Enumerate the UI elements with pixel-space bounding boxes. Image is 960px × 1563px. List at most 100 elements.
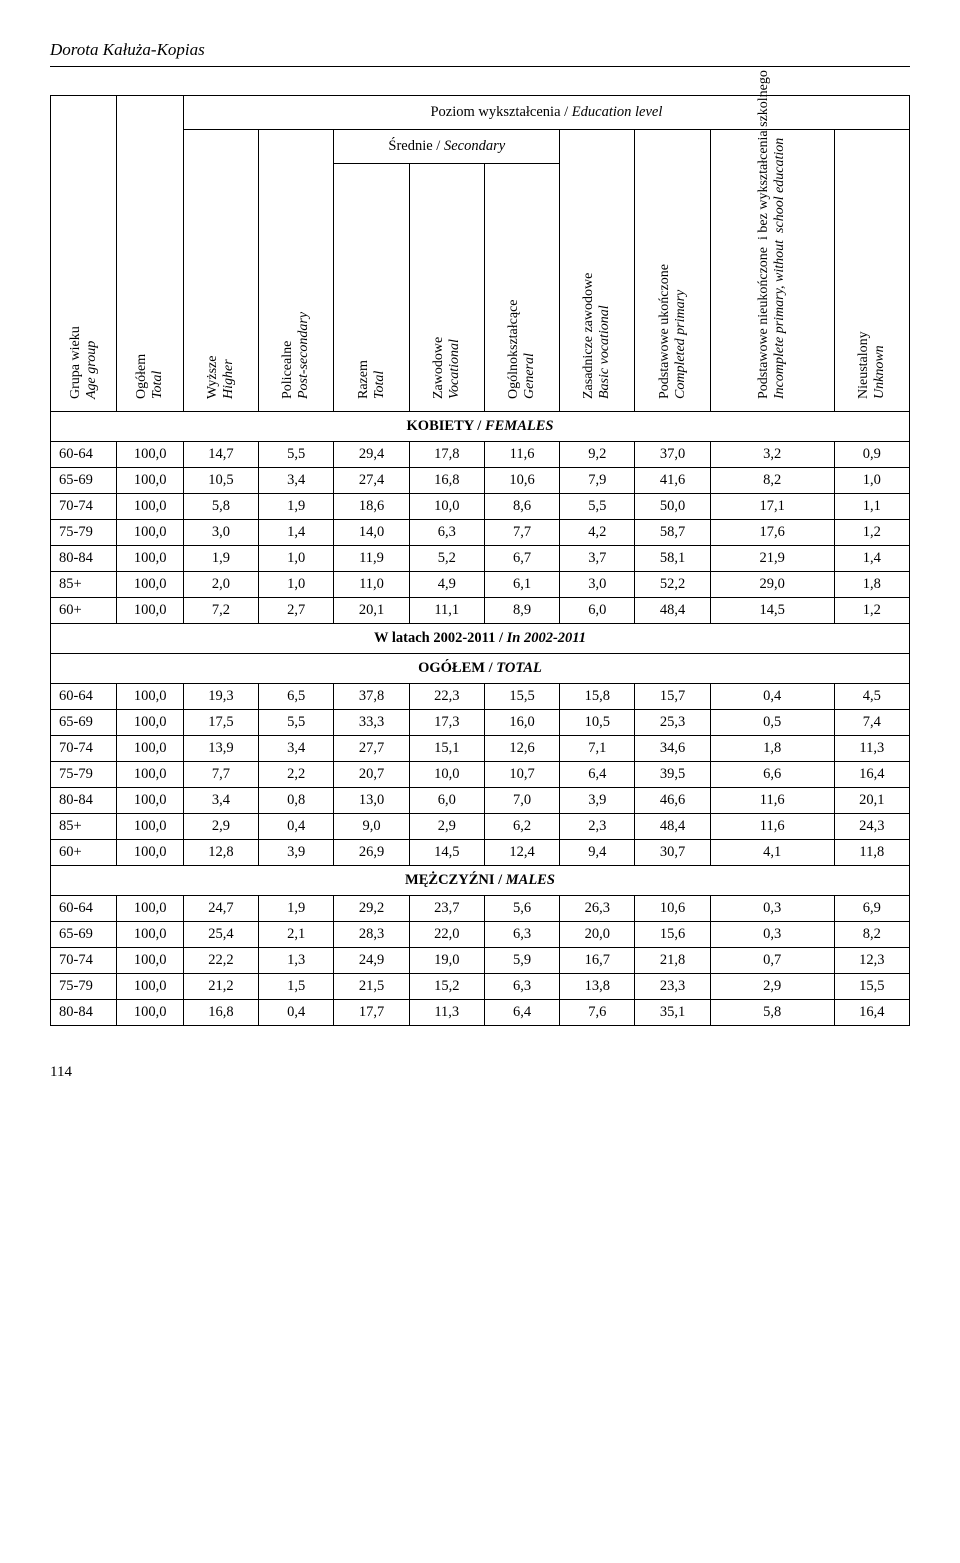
table-cell: 34,6 bbox=[635, 736, 710, 762]
author-name: Dorota Kałuża-Kopias bbox=[50, 40, 910, 60]
table-cell: 1,8 bbox=[834, 572, 909, 598]
table-cell: 7,7 bbox=[484, 520, 559, 546]
table-cell: 11,3 bbox=[409, 1000, 484, 1026]
header-secondary: Średnie / Secondary bbox=[334, 130, 560, 164]
table-cell: 16,0 bbox=[484, 710, 559, 736]
table-cell: 11,6 bbox=[710, 814, 834, 840]
table-cell: 6,3 bbox=[484, 922, 559, 948]
table-cell: 1,9 bbox=[259, 896, 334, 922]
table-cell: 16,8 bbox=[409, 468, 484, 494]
table-cell: 12,3 bbox=[834, 948, 909, 974]
table-cell: 70-74 bbox=[51, 736, 117, 762]
col-unknown: NieustalonyUnknown bbox=[834, 130, 909, 412]
table-cell: 100,0 bbox=[117, 468, 183, 494]
table-cell: 11,0 bbox=[334, 572, 409, 598]
table-cell: 23,3 bbox=[635, 974, 710, 1000]
header-rule bbox=[50, 66, 910, 67]
table-cell: 10,7 bbox=[484, 762, 559, 788]
table-cell: 16,8 bbox=[183, 1000, 258, 1026]
table-cell: 1,0 bbox=[259, 546, 334, 572]
table-cell: 20,0 bbox=[560, 922, 635, 948]
table-cell: 5,5 bbox=[560, 494, 635, 520]
table-cell: 15,7 bbox=[635, 684, 710, 710]
table-cell: 0,5 bbox=[710, 710, 834, 736]
table-cell: 6,1 bbox=[484, 572, 559, 598]
table-cell: 70-74 bbox=[51, 494, 117, 520]
table-cell: 7,6 bbox=[560, 1000, 635, 1026]
table-cell: 5,9 bbox=[484, 948, 559, 974]
table-cell: 4,9 bbox=[409, 572, 484, 598]
table-cell: 0,3 bbox=[710, 896, 834, 922]
table-cell: 15,8 bbox=[560, 684, 635, 710]
table-cell: 80-84 bbox=[51, 1000, 117, 1026]
table-cell: 100,0 bbox=[117, 684, 183, 710]
table-row: 80-84100,03,40,813,06,07,03,946,611,620,… bbox=[51, 788, 910, 814]
table-cell: 14,0 bbox=[334, 520, 409, 546]
table-cell: 19,3 bbox=[183, 684, 258, 710]
table-cell: 2,0 bbox=[183, 572, 258, 598]
table-cell: 10,5 bbox=[560, 710, 635, 736]
table-cell: 0,4 bbox=[710, 684, 834, 710]
table-cell: 0,8 bbox=[259, 788, 334, 814]
table-cell: 48,4 bbox=[635, 598, 710, 624]
table-cell: 1,5 bbox=[259, 974, 334, 1000]
table-cell: 100,0 bbox=[117, 922, 183, 948]
table-cell: 22,3 bbox=[409, 684, 484, 710]
table-cell: 21,2 bbox=[183, 974, 258, 1000]
table-cell: 6,6 bbox=[710, 762, 834, 788]
table-cell: 3,9 bbox=[560, 788, 635, 814]
table-row: 70-74100,022,21,324,919,05,916,721,80,71… bbox=[51, 948, 910, 974]
table-cell: 85+ bbox=[51, 572, 117, 598]
table-cell: 6,0 bbox=[409, 788, 484, 814]
table-cell: 75-79 bbox=[51, 762, 117, 788]
header-education-level: Poziom wykształcenia / Education level bbox=[183, 96, 909, 130]
table-cell: 6,7 bbox=[484, 546, 559, 572]
table-cell: 100,0 bbox=[117, 494, 183, 520]
table-cell: 60+ bbox=[51, 840, 117, 866]
col-post-secondary: PolicealnePost-secondary bbox=[259, 130, 334, 412]
table-row: 85+100,02,01,011,04,96,13,052,229,01,8 bbox=[51, 572, 910, 598]
table-cell: 2,3 bbox=[560, 814, 635, 840]
table-cell: 100,0 bbox=[117, 840, 183, 866]
table-cell: 1,0 bbox=[259, 572, 334, 598]
table-cell: 17,1 bbox=[710, 494, 834, 520]
table-row: 80-84100,016,80,417,711,36,47,635,15,816… bbox=[51, 1000, 910, 1026]
table-cell: 41,6 bbox=[635, 468, 710, 494]
table-cell: 26,3 bbox=[560, 896, 635, 922]
table-cell: 20,1 bbox=[834, 788, 909, 814]
table-row: 80-84100,01,91,011,95,26,73,758,121,91,4 bbox=[51, 546, 910, 572]
table-cell: 58,7 bbox=[635, 520, 710, 546]
table-cell: 10,6 bbox=[635, 896, 710, 922]
table-cell: 1,8 bbox=[710, 736, 834, 762]
table-cell: 17,7 bbox=[334, 1000, 409, 1026]
table-cell: 12,6 bbox=[484, 736, 559, 762]
table-cell: 1,2 bbox=[834, 520, 909, 546]
table-cell: 15,6 bbox=[635, 922, 710, 948]
table-cell: 3,9 bbox=[259, 840, 334, 866]
table-cell: 2,9 bbox=[710, 974, 834, 1000]
table-cell: 7,4 bbox=[834, 710, 909, 736]
table-cell: 15,5 bbox=[834, 974, 909, 1000]
table-cell: 65-69 bbox=[51, 922, 117, 948]
table-cell: 50,0 bbox=[635, 494, 710, 520]
table-row: 60+100,012,83,926,914,512,49,430,74,111,… bbox=[51, 840, 910, 866]
table-cell: 0,4 bbox=[259, 1000, 334, 1026]
table-cell: 15,5 bbox=[484, 684, 559, 710]
table-cell: 6,5 bbox=[259, 684, 334, 710]
table-row: 60-64100,019,36,537,822,315,515,815,70,4… bbox=[51, 684, 910, 710]
table-cell: 5,8 bbox=[710, 1000, 834, 1026]
table-cell: 17,8 bbox=[409, 442, 484, 468]
table-cell: 29,4 bbox=[334, 442, 409, 468]
table-cell: 100,0 bbox=[117, 974, 183, 1000]
section-header: OGÓŁEM / TOTAL bbox=[51, 654, 910, 684]
table-cell: 100,0 bbox=[117, 598, 183, 624]
table-body: KOBIETY / FEMALES60-64100,014,75,529,417… bbox=[51, 412, 910, 1026]
table-cell: 2,7 bbox=[259, 598, 334, 624]
table-cell: 17,5 bbox=[183, 710, 258, 736]
table-row: 60-64100,014,75,529,417,811,69,237,03,20… bbox=[51, 442, 910, 468]
table-cell: 15,1 bbox=[409, 736, 484, 762]
table-cell: 2,9 bbox=[183, 814, 258, 840]
table-cell: 17,6 bbox=[710, 520, 834, 546]
table-cell: 100,0 bbox=[117, 520, 183, 546]
table-cell: 0,3 bbox=[710, 922, 834, 948]
